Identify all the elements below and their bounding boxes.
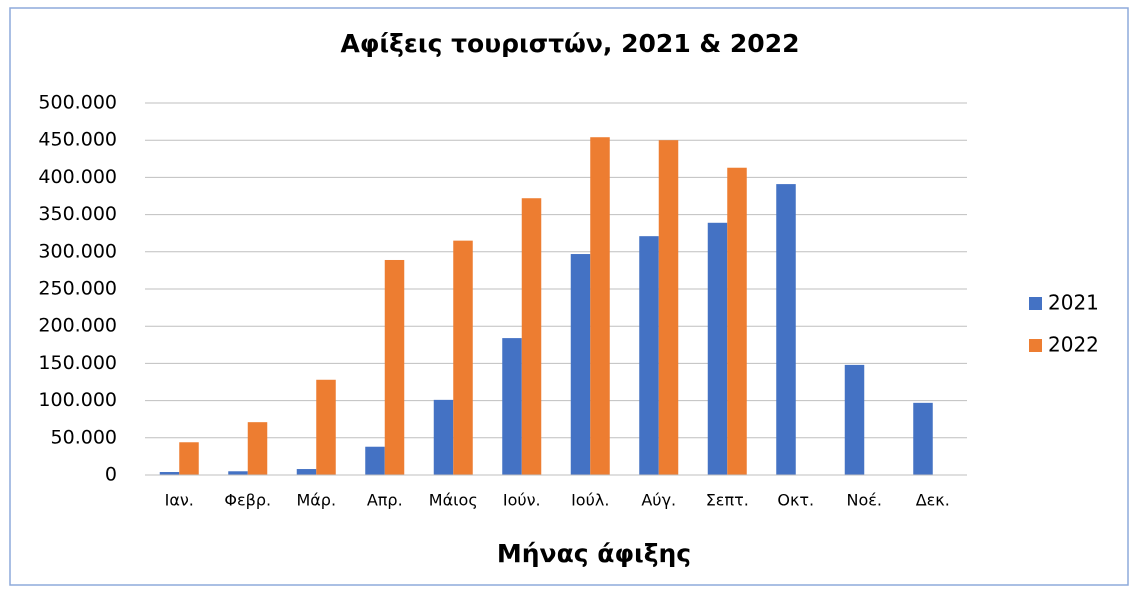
bar	[570, 254, 591, 475]
bar	[658, 140, 679, 475]
x-tick-label: Μάιος	[429, 491, 478, 510]
legend-label: 2021	[1048, 291, 1099, 315]
x-tick-label: Αύγ.	[641, 491, 676, 510]
x-tick-label: Δεκ.	[916, 491, 950, 510]
bar	[776, 184, 796, 475]
x-tick-label: Οκτ.	[777, 491, 814, 510]
y-tick-label: 400.000	[38, 166, 117, 188]
chart-title: Αφίξεις τουριστών, 2021 & 2022	[341, 29, 800, 58]
y-tick-label: 450.000	[38, 129, 117, 151]
x-tick-label: Νοέ.	[847, 491, 883, 510]
x-tick-label: Φεβρ.	[224, 491, 271, 510]
x-tick-label: Ιαν.	[165, 491, 194, 510]
bar	[913, 402, 933, 475]
bar	[296, 469, 317, 475]
x-tick-label: Μάρ.	[296, 491, 336, 510]
legend-label: 2022	[1048, 333, 1099, 357]
y-tick-label: 0	[105, 464, 117, 486]
bar	[502, 338, 522, 475]
y-tick-label: 50.000	[51, 426, 117, 448]
bar	[707, 222, 728, 475]
bar	[844, 364, 865, 475]
bar	[521, 198, 542, 475]
legend-swatch	[1029, 339, 1042, 352]
y-tick-label: 100.000	[38, 389, 117, 411]
y-tick-label: 200.000	[38, 315, 117, 337]
y-tick-label: 300.000	[38, 240, 117, 262]
bar	[159, 472, 180, 475]
bar	[365, 446, 385, 475]
bar	[228, 471, 248, 475]
x-tick-label: Ιούλ.	[571, 491, 609, 510]
y-tick-label: 150.000	[38, 352, 117, 374]
chart-frame	[9, 7, 1129, 586]
bar	[453, 240, 473, 475]
bar	[590, 137, 610, 475]
bar	[384, 259, 405, 475]
bar	[179, 442, 199, 475]
bar	[247, 422, 268, 475]
x-tick-label: Απρ.	[367, 491, 403, 510]
y-tick-label: 250.000	[38, 278, 117, 300]
bar	[316, 379, 336, 475]
bar	[727, 167, 747, 475]
x-axis-title: Μήνας άφιξης	[497, 539, 691, 568]
x-tick-label: Σεπτ.	[706, 491, 749, 510]
y-tick-label: 500.000	[38, 92, 117, 114]
bar	[433, 399, 454, 475]
x-tick-label: Ιούν.	[503, 491, 541, 510]
legend-swatch	[1029, 297, 1042, 310]
bar	[639, 236, 659, 475]
y-tick-label: 350.000	[38, 203, 117, 225]
